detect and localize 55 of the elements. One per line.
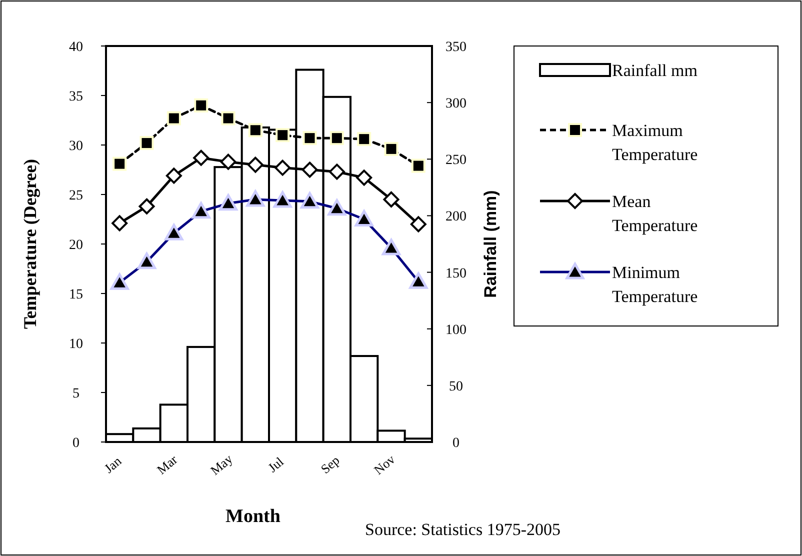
x-tick-label: Sep bbox=[318, 452, 342, 477]
y-tick-label: 10 bbox=[69, 337, 83, 352]
point bbox=[356, 170, 372, 186]
y2-tick-label: 250 bbox=[446, 153, 466, 168]
x-axis-title: Month bbox=[226, 506, 281, 527]
x-tick-label: Mar bbox=[154, 451, 181, 478]
y2-tick-label: 0 bbox=[452, 436, 460, 451]
y2-tick-label: 200 bbox=[446, 210, 466, 225]
point bbox=[247, 156, 264, 173]
y-tick-label: 20 bbox=[69, 238, 83, 253]
point bbox=[384, 142, 398, 156]
y2-tick-label: 150 bbox=[446, 266, 466, 282]
point bbox=[112, 215, 128, 232]
y-tick-label: 5 bbox=[72, 386, 80, 402]
point bbox=[411, 158, 426, 173]
y-axis-title: Temperature (Degree) bbox=[20, 158, 40, 330]
source-note: Source: Statistics 1975-2005 bbox=[365, 520, 560, 539]
point bbox=[138, 198, 155, 214]
point bbox=[193, 150, 210, 166]
y2-tick-label: 50 bbox=[449, 379, 463, 394]
y2-axis-title: Rainfall (mm) bbox=[481, 190, 500, 298]
point bbox=[410, 216, 426, 232]
point bbox=[194, 98, 208, 112]
point bbox=[330, 131, 344, 146]
x-tick-label: May bbox=[207, 450, 236, 478]
y-tick-label: 40 bbox=[69, 40, 83, 55]
point bbox=[302, 131, 317, 146]
x-tick-label: Jul bbox=[265, 454, 287, 476]
y2-tick-label: 100 bbox=[446, 322, 466, 338]
point bbox=[112, 156, 127, 171]
point bbox=[166, 168, 182, 184]
point bbox=[140, 136, 154, 150]
point bbox=[166, 111, 181, 126]
legend-label: Minimum Temperature bbox=[612, 263, 698, 306]
x-tick-label: Nov bbox=[370, 451, 398, 478]
point bbox=[302, 162, 318, 178]
y-tick-label: 15 bbox=[69, 288, 83, 302]
legend-label: Maximum Temperature bbox=[612, 121, 698, 164]
y2-tick-label: 350 bbox=[446, 40, 466, 55]
legend-label: Mean Temperature bbox=[612, 192, 698, 235]
y-tick-label: 30 bbox=[69, 139, 83, 154]
point bbox=[220, 154, 236, 170]
point bbox=[248, 123, 262, 138]
y2-tick-label: 300 bbox=[446, 96, 466, 112]
y-tick-label: 25 bbox=[69, 188, 83, 204]
y-tick-label: 0 bbox=[72, 436, 80, 451]
point bbox=[274, 160, 291, 176]
x-tick-label: Jan bbox=[101, 452, 125, 476]
point bbox=[276, 128, 290, 142]
point bbox=[221, 111, 236, 126]
y-tick-label: 35 bbox=[69, 90, 83, 104]
point bbox=[328, 164, 345, 180]
legend-label: Rainfall mm bbox=[612, 61, 698, 80]
point bbox=[357, 132, 372, 146]
point bbox=[383, 191, 400, 208]
